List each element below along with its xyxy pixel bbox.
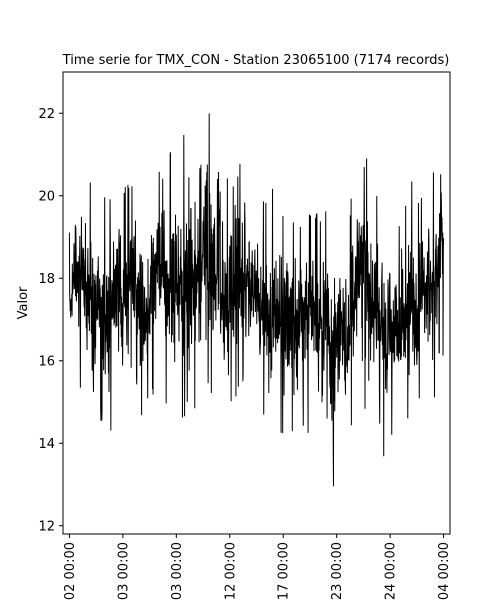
y-tick-label: 18	[38, 272, 55, 287]
y-tick-label: 16	[38, 354, 55, 369]
x-tick-label: 23 00:00	[330, 542, 345, 600]
x-tick-label: 02 00:00	[63, 542, 78, 600]
y-axis: 12 14 16 18 20 22	[38, 107, 63, 534]
y-tick-label: 22	[38, 107, 55, 122]
x-tick-label: 24 00:00	[384, 542, 399, 600]
x-axis: 02 00:00 03 00:00 03 00:00 12 00:00 17 00:00…	[63, 534, 452, 600]
series-layer	[68, 113, 445, 487]
y-tick-label: 14	[38, 437, 55, 452]
chart-title: Time serie for TMX_CON - Station 2306510…	[62, 53, 450, 68]
series-line-0	[68, 113, 445, 487]
x-tick-label: 03 00:00	[170, 542, 185, 600]
y-axis-label: Valor	[16, 286, 31, 319]
plot-frame	[62, 71, 451, 535]
x-tick-label: 17 00:00	[277, 542, 292, 600]
x-tick-label: 04 00:00	[437, 542, 452, 600]
x-tick-label: 12 00:00	[223, 542, 238, 600]
y-tick-label: 12	[38, 519, 55, 534]
x-tick-label: 03 00:00	[116, 542, 131, 600]
y-tick-label: 20	[38, 189, 55, 204]
